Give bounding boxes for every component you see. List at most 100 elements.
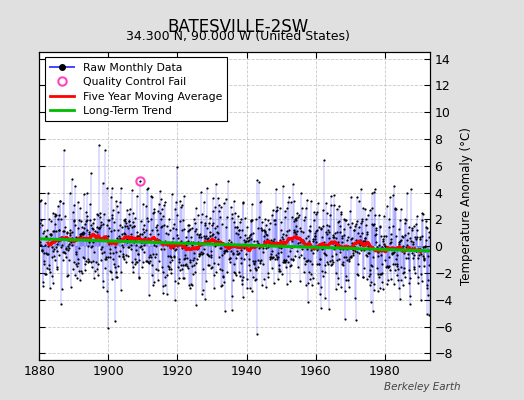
Point	[285, 236, 293, 243]
Point	[246, 217, 255, 223]
Point	[347, 236, 356, 242]
Point	[361, 238, 369, 244]
Point	[124, 253, 132, 259]
Point	[264, 244, 272, 250]
Point	[97, 219, 105, 225]
Point	[256, 243, 264, 250]
Point	[58, 286, 66, 292]
Point	[86, 170, 95, 176]
Point	[66, 190, 74, 196]
Point	[291, 223, 300, 230]
Point	[152, 243, 161, 249]
Point	[159, 246, 168, 252]
Point	[150, 208, 158, 215]
Point	[409, 239, 418, 246]
Point	[362, 222, 370, 228]
Point	[164, 252, 172, 259]
Point	[174, 275, 183, 282]
Point	[156, 210, 164, 216]
Point	[139, 242, 148, 248]
Point	[73, 225, 82, 232]
Point	[83, 190, 92, 196]
Point	[92, 259, 100, 266]
Point	[45, 262, 53, 268]
Point	[367, 262, 375, 268]
Point	[126, 206, 134, 212]
Point	[60, 250, 69, 256]
Point	[147, 216, 155, 222]
Point	[70, 202, 79, 208]
Point	[374, 270, 383, 277]
Point	[69, 266, 77, 272]
Point	[297, 190, 305, 196]
Point	[132, 214, 140, 221]
Point	[244, 242, 253, 248]
Point	[188, 282, 196, 288]
Point	[199, 240, 208, 247]
Point	[87, 222, 95, 228]
Point	[364, 243, 373, 249]
Point	[423, 224, 431, 231]
Point	[287, 244, 295, 251]
Point	[258, 260, 267, 267]
Point	[308, 261, 316, 268]
Point	[347, 235, 356, 241]
Point	[101, 147, 110, 154]
Point	[158, 263, 166, 270]
Point	[420, 255, 429, 261]
Point	[136, 218, 145, 224]
Point	[353, 271, 362, 278]
Point	[77, 232, 85, 239]
Point	[337, 211, 345, 217]
Point	[217, 203, 225, 210]
Point	[161, 199, 169, 206]
Point	[277, 226, 286, 233]
Point	[36, 220, 44, 226]
Point	[185, 257, 194, 263]
Point	[235, 226, 243, 233]
Point	[64, 245, 73, 252]
Point	[101, 264, 109, 271]
Point	[214, 261, 222, 267]
Point	[249, 260, 258, 267]
Point	[401, 274, 410, 280]
Point	[130, 223, 138, 229]
Point	[250, 261, 258, 267]
Point	[288, 244, 296, 250]
Point	[231, 210, 239, 216]
Point	[49, 210, 57, 216]
Point	[369, 189, 378, 196]
Point	[322, 252, 330, 258]
Point	[176, 218, 184, 224]
Point	[324, 227, 333, 234]
Point	[313, 261, 322, 267]
Point	[88, 225, 96, 232]
Point	[336, 249, 344, 256]
Point	[103, 288, 112, 294]
Point	[54, 202, 62, 209]
Point	[166, 253, 174, 259]
Point	[152, 224, 160, 230]
Point	[233, 248, 241, 254]
Point	[83, 227, 91, 233]
Point	[223, 178, 232, 184]
Point	[111, 318, 119, 325]
Point	[194, 232, 203, 238]
Point	[307, 198, 315, 205]
Point	[296, 225, 304, 232]
Point	[352, 237, 360, 243]
Point	[167, 265, 175, 272]
Point	[37, 247, 46, 254]
Point	[196, 189, 205, 196]
Point	[106, 246, 114, 252]
Point	[261, 229, 269, 235]
Point	[38, 247, 47, 254]
Point	[421, 248, 430, 254]
Point	[209, 231, 217, 237]
Point	[176, 198, 184, 204]
Point	[254, 225, 262, 232]
Point	[368, 190, 377, 196]
Point	[218, 221, 226, 227]
Point	[109, 206, 117, 213]
Point	[328, 252, 336, 259]
